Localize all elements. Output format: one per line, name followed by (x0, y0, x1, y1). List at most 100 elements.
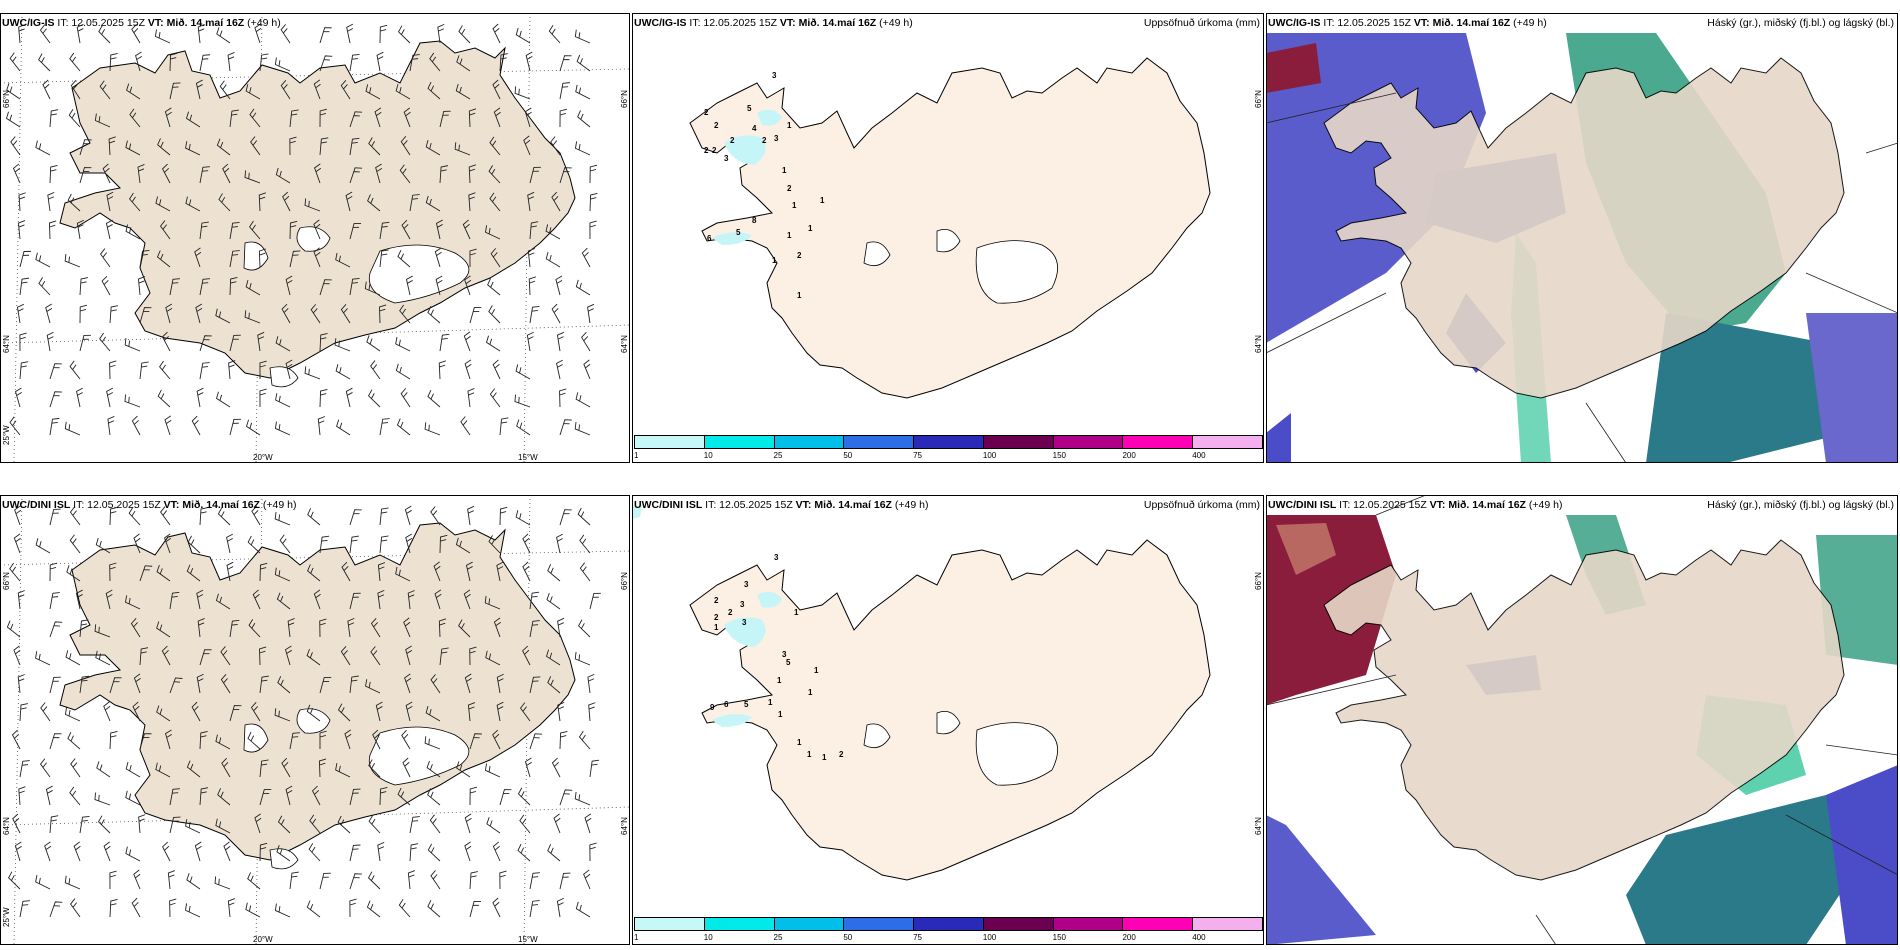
wind-barb (126, 83, 141, 100)
wind-barb (529, 872, 540, 890)
wind-barb (578, 730, 591, 750)
wind-barb (574, 791, 591, 806)
wind-barb (130, 617, 141, 638)
wind-barb (215, 593, 231, 610)
wind-barb (257, 331, 265, 352)
wind-barb (467, 505, 475, 526)
precip-value-label: 1 (768, 698, 773, 707)
wind-barb (19, 900, 30, 918)
wind-barb (199, 278, 210, 296)
wind-barb (281, 757, 291, 778)
wind-barb (49, 417, 60, 436)
wind-barb (69, 506, 81, 526)
wind-barb (458, 619, 471, 638)
wind-barb (455, 537, 471, 554)
wind-barb (433, 561, 441, 582)
colorbar-tick-label: 100 (982, 933, 997, 942)
wind-barb (125, 762, 141, 778)
wind-barb (69, 52, 81, 72)
wind-barb (156, 250, 171, 268)
wind-barb (349, 675, 359, 694)
wind-barb (319, 279, 332, 296)
wind-barb (397, 249, 411, 268)
colorbar-swatch (634, 917, 705, 931)
wind-barb (319, 55, 333, 72)
wind-barb (313, 79, 321, 100)
colorbar-tick-label: 50 (843, 451, 853, 460)
wind-barb (254, 23, 262, 44)
wind-barb (109, 731, 118, 750)
wind-barb (468, 192, 476, 212)
wind-barb (306, 648, 321, 666)
wind-barb (527, 191, 535, 212)
wind-barb (138, 814, 146, 834)
wind-barb (377, 841, 385, 862)
wind-barb (347, 617, 355, 638)
precip-value-label: 3 (724, 154, 729, 163)
wind-barb (275, 393, 291, 408)
wind-barb (368, 759, 381, 778)
wind-barb (44, 841, 52, 862)
wind-barb (427, 306, 441, 324)
wind-barb (65, 650, 81, 666)
wind-barb (164, 107, 172, 128)
wind-barb (107, 415, 115, 436)
wind-barb (430, 506, 441, 526)
wind-barb (194, 247, 202, 268)
wind-barb (349, 844, 361, 862)
colorbar-tick-label: 25 (773, 933, 783, 942)
wind-barb (195, 79, 203, 100)
wind-barb (336, 419, 351, 436)
wind-barb (523, 135, 531, 156)
precip-value-label: 1 (814, 666, 819, 675)
precip-value-label: 1 (797, 291, 802, 300)
wind-barb (365, 84, 381, 100)
wind-barb (379, 249, 389, 268)
wind-barb (496, 561, 504, 582)
wind-barb (551, 303, 561, 324)
wind-barb (375, 701, 383, 722)
wind-barb (259, 646, 267, 666)
colorbar-swatch (913, 435, 984, 449)
wind-barb (137, 164, 145, 184)
wind-barb (19, 703, 28, 722)
wind-barb (217, 507, 231, 526)
wind-barb (10, 136, 21, 156)
wind-barb (485, 650, 501, 666)
wind-barb (125, 140, 141, 156)
wind-barb (12, 813, 21, 834)
precip-value-label: 1 (794, 608, 799, 617)
wind-barb (106, 191, 114, 212)
wind-barb (379, 535, 389, 554)
wind-barb (8, 871, 21, 890)
colorbar-tick-label: 100 (982, 451, 997, 460)
wind-barb (199, 507, 208, 526)
wind-barb (425, 195, 441, 212)
wind-barb (289, 871, 299, 890)
wind-barb (396, 418, 411, 436)
wind-barb (49, 592, 60, 610)
wind-barbs (5, 23, 598, 436)
wind-barb (252, 589, 261, 610)
wind-barb (344, 729, 352, 750)
wind-barb (556, 359, 563, 380)
precip-value-label: 2 (704, 146, 709, 155)
wind-barb (217, 788, 231, 806)
wind-barb (559, 167, 572, 184)
wind-barb (17, 590, 25, 610)
wind-barb (285, 359, 293, 380)
precip-value-label: 3 (782, 650, 787, 659)
wind-barb (109, 899, 118, 918)
colorbar-tick-label: 400 (1192, 451, 1206, 460)
wind-barb (247, 872, 261, 890)
precip-colorbar: 1 10 25 50 75 100 150 200 400 (634, 917, 1263, 943)
wind-barb (469, 871, 478, 890)
wind-barb (527, 248, 535, 268)
wind-barb (304, 366, 321, 380)
wind-barb (395, 566, 411, 582)
wind-barb (545, 224, 561, 240)
wind-barb (489, 192, 501, 212)
wind-barb (17, 674, 25, 694)
wind-barb (488, 535, 501, 554)
precip-value-label: 2 (787, 184, 792, 193)
